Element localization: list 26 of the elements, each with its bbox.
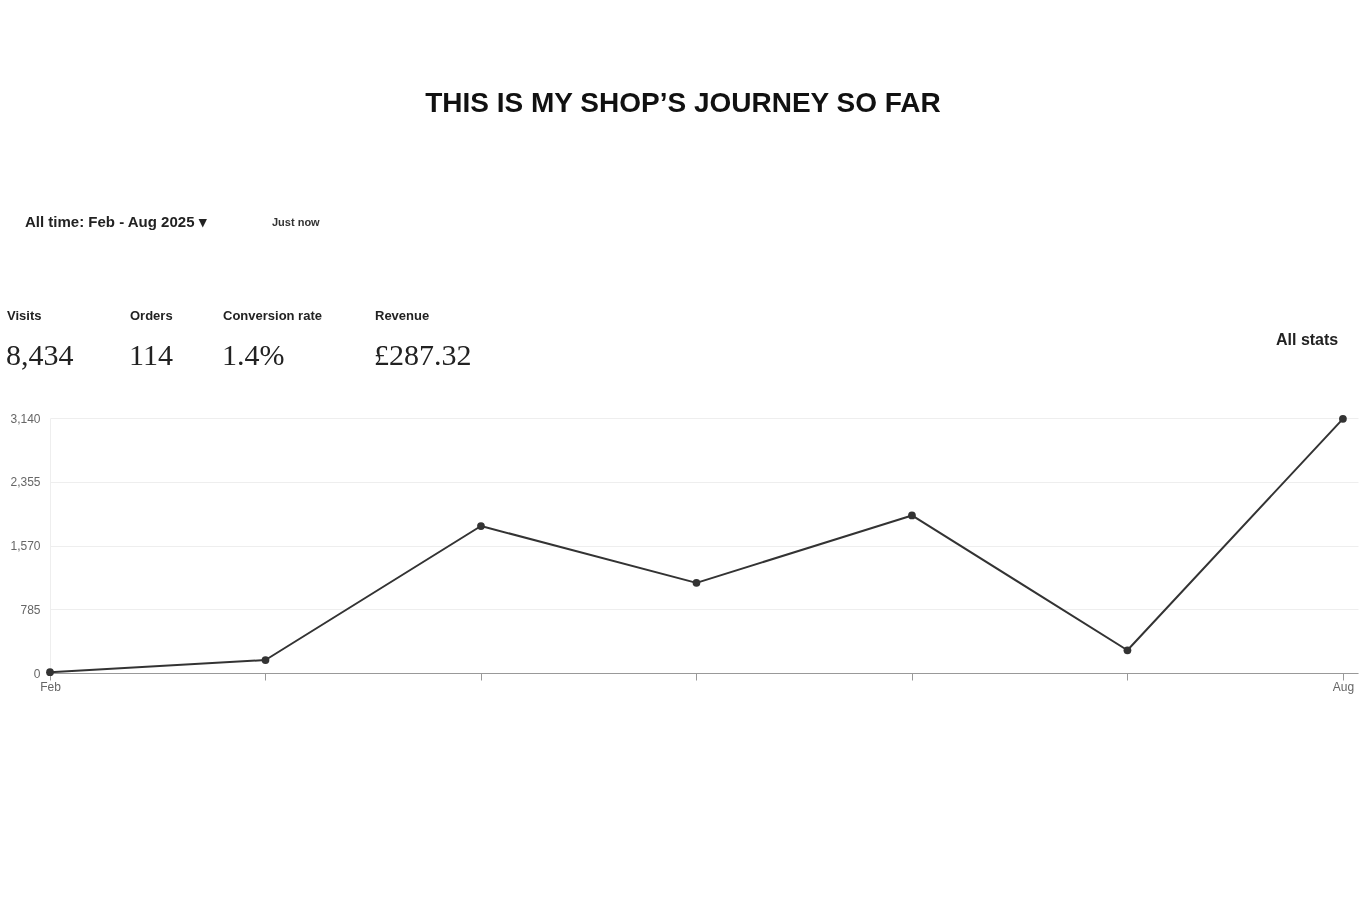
x-tick-label: Aug — [1332, 679, 1355, 694]
text: £287.32 — [374, 338, 472, 371]
text: 1.4% — [222, 338, 285, 371]
text: Revenue — [375, 308, 430, 323]
point — [477, 522, 485, 530]
point — [908, 511, 916, 520]
point — [261, 656, 270, 664]
text: 8,434 — [6, 338, 74, 371]
chart-title: THIS IS MY SHOP’S JOURNEY SO FAR — [425, 87, 941, 118]
text: Conversion rate — [223, 308, 322, 323]
y-tick-label: 2,355 — [10, 475, 41, 490]
text: All stats — [1276, 331, 1339, 348]
y-tick-label: 3,140 — [10, 411, 41, 426]
point — [1123, 646, 1132, 655]
point — [1339, 414, 1347, 423]
text: All time: Feb - Aug 2025 ▾ — [25, 213, 207, 230]
point — [46, 668, 54, 677]
y-tick-label: 1,570 — [10, 539, 41, 553]
text: Just now — [272, 216, 321, 228]
text: Visits — [7, 308, 42, 323]
text: 114 — [129, 338, 173, 371]
text: Orders — [130, 308, 173, 323]
x-tick-label: Feb — [40, 679, 62, 694]
point — [692, 578, 701, 587]
y-tick-label: 785 — [20, 602, 41, 617]
y-tick-label: 0 — [33, 666, 41, 681]
